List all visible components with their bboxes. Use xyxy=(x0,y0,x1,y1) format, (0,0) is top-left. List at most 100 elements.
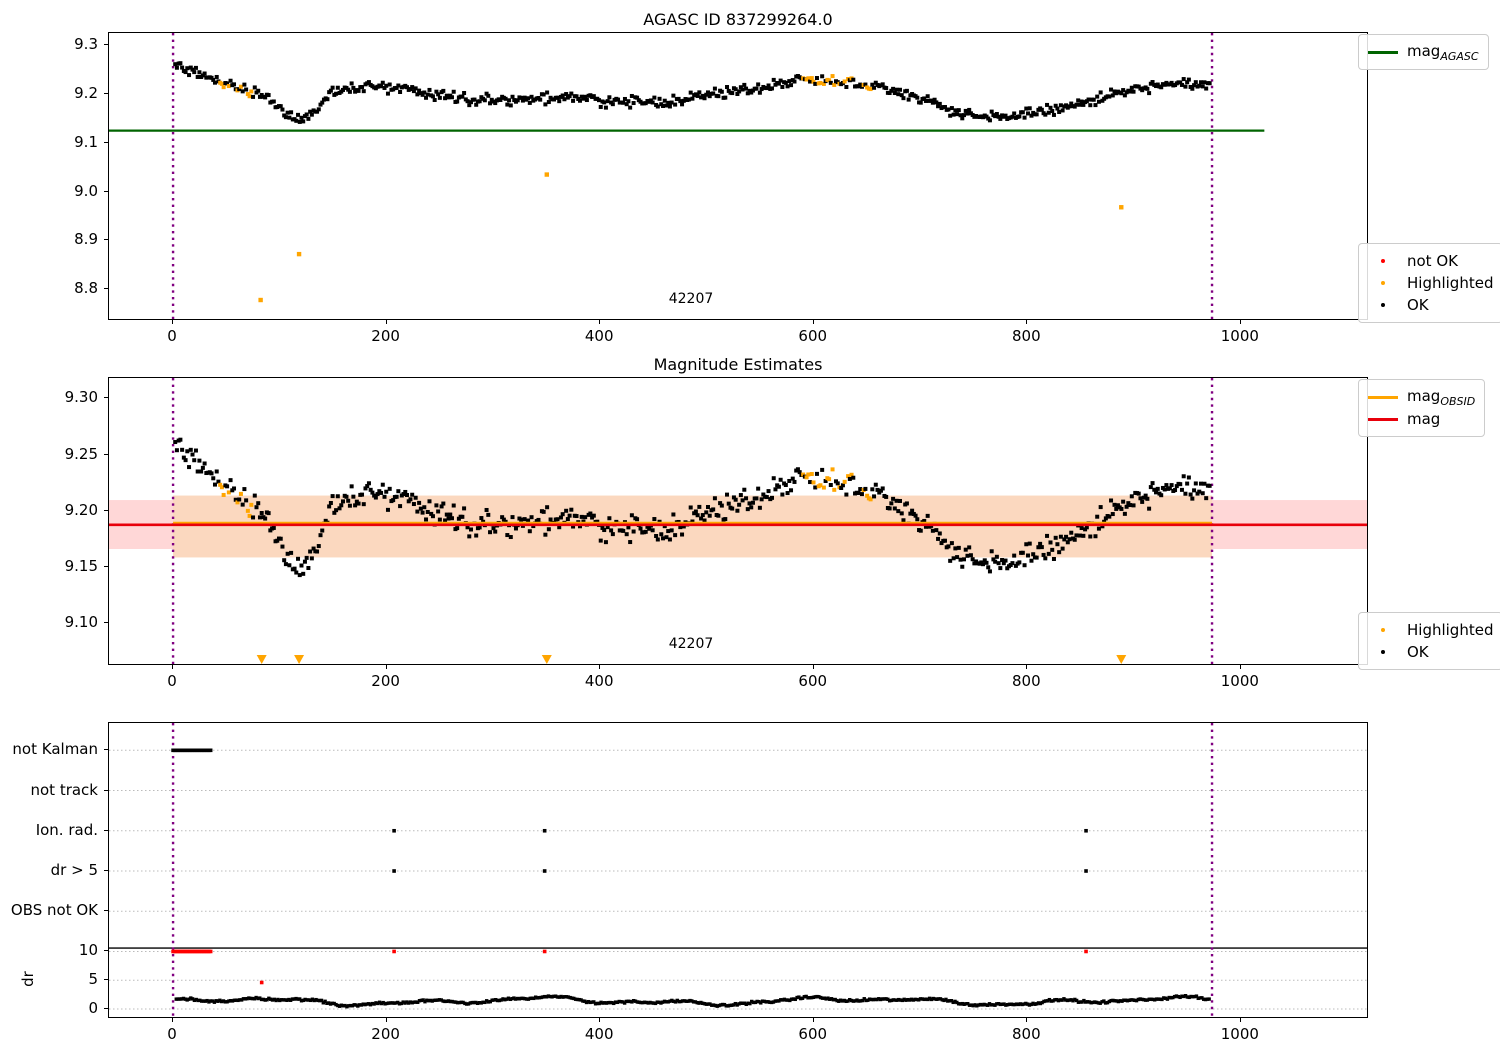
x-tick-mark xyxy=(1026,320,1028,324)
x-tick-label: 400 xyxy=(584,327,614,345)
x-tick-label: 600 xyxy=(798,1025,828,1043)
legend-label: Highlighted xyxy=(1407,274,1494,292)
legend-status-2[interactable]: Highlighted OK xyxy=(1358,612,1500,670)
y-tick-mark xyxy=(104,829,108,831)
legend-label: OK xyxy=(1407,296,1429,314)
y-tick-label: 9.1 xyxy=(74,132,98,151)
panel-mag-estimates xyxy=(108,377,1368,665)
legend-entry[interactable]: OK xyxy=(1368,294,1493,316)
y-tick-mark xyxy=(104,950,108,952)
x-tick-mark xyxy=(1239,665,1241,669)
x-tick-label: 1000 xyxy=(1220,327,1259,345)
x-tick-mark xyxy=(599,320,601,324)
legend-label: OK xyxy=(1407,643,1429,661)
legend-status[interactable]: not OK Highlighted OK xyxy=(1358,243,1500,323)
legend-entry[interactable]: mag xyxy=(1368,408,1475,430)
legend-entry[interactable]: magOBSID xyxy=(1368,386,1475,408)
legend-entry[interactable]: not OK xyxy=(1368,250,1493,272)
y-tick-label: 9.3 xyxy=(74,35,98,54)
x-tick-label: 600 xyxy=(798,327,828,345)
legend-mag-lines[interactable]: magOBSID mag xyxy=(1358,379,1486,437)
legend-entry[interactable]: Highlighted xyxy=(1368,272,1493,294)
legend-mag-agasc[interactable]: magAGASC xyxy=(1358,34,1489,70)
page-title: AGASC ID 837299264.0 xyxy=(643,10,833,29)
y-tick-mark xyxy=(104,93,108,95)
legend-dot xyxy=(1381,303,1385,307)
legend-dot-swatch xyxy=(1368,259,1398,263)
x-tick-label: 0 xyxy=(167,1025,177,1043)
x-tick-mark xyxy=(1026,665,1028,669)
x-tick-mark xyxy=(1239,320,1241,324)
flag-row-label: not track xyxy=(30,780,98,799)
y-tick-mark xyxy=(104,979,108,981)
y-tick-mark xyxy=(104,1007,108,1009)
x-tick-label: 200 xyxy=(371,672,400,690)
panel-agasc-canvas xyxy=(109,33,1265,319)
legend-line-swatch xyxy=(1368,395,1398,399)
flag-row-label: Ion. rad. xyxy=(35,820,98,839)
x-tick-mark xyxy=(172,320,174,324)
legend-entry[interactable]: magAGASC xyxy=(1368,41,1479,63)
x-tick-label: 400 xyxy=(584,672,614,690)
x-tick-mark xyxy=(812,1018,814,1022)
legend-dot-swatch xyxy=(1368,628,1398,632)
y-tick-label: 9.25 xyxy=(64,444,98,463)
y-tick-mark xyxy=(104,870,108,871)
x-tick-mark xyxy=(385,665,387,669)
legend-label: magOBSID xyxy=(1407,386,1476,408)
legend-label-subscript: OBSID xyxy=(1440,394,1476,408)
panel-agasc xyxy=(108,32,1368,320)
legend-label: magAGASC xyxy=(1407,41,1479,63)
obsid-annotation-1: 42207 xyxy=(668,291,714,307)
x-tick-mark xyxy=(1239,1018,1241,1022)
flag-row-label: dr > 5 xyxy=(50,861,98,879)
y-tick-label: 9.0 xyxy=(74,181,98,200)
flag-row-label: 5 xyxy=(88,970,98,989)
panel-title-magnitude-estimates: Magnitude Estimates xyxy=(653,355,823,374)
y-tick-mark xyxy=(104,749,108,751)
x-tick-mark xyxy=(812,320,814,324)
y-tick-mark xyxy=(104,397,108,399)
x-tick-mark xyxy=(812,665,814,669)
x-tick-label: 800 xyxy=(1011,1025,1041,1043)
legend-entry[interactable]: OK xyxy=(1368,641,1493,663)
legend-label: not OK xyxy=(1407,252,1458,270)
x-tick-label: 600 xyxy=(798,672,828,690)
legend-dot xyxy=(1381,628,1385,632)
y-tick-mark xyxy=(104,141,108,143)
y-tick-mark xyxy=(104,622,108,624)
x-tick-mark xyxy=(385,1018,387,1022)
x-tick-label: 200 xyxy=(371,327,400,345)
panel-flags-canvas xyxy=(109,723,1367,1017)
y-tick-label: 9.2 xyxy=(74,84,98,103)
axis-label-dr: dr xyxy=(18,971,37,987)
y-tick-label: 8.8 xyxy=(74,279,98,298)
legend-dot xyxy=(1381,259,1385,263)
y-tick-mark xyxy=(104,288,108,290)
x-tick-mark xyxy=(599,665,601,669)
panel-agasc-frame xyxy=(108,32,1368,320)
legend-dot-swatch xyxy=(1368,281,1398,285)
panel-flags xyxy=(108,722,1368,1018)
x-tick-label: 400 xyxy=(584,1025,614,1043)
legend-line-swatch xyxy=(1368,417,1398,421)
y-tick-mark xyxy=(104,190,108,192)
x-tick-mark xyxy=(1026,1018,1028,1022)
x-tick-label: 0 xyxy=(167,327,177,345)
x-tick-mark xyxy=(385,320,387,324)
y-tick-mark xyxy=(104,239,108,241)
y-tick-label: 9.20 xyxy=(64,500,98,519)
y-tick-mark xyxy=(104,789,108,791)
x-tick-label: 1000 xyxy=(1220,672,1259,690)
legend-dot-swatch xyxy=(1368,303,1398,307)
y-tick-mark xyxy=(104,453,108,455)
legend-label: Highlighted xyxy=(1407,621,1494,639)
legend-entry[interactable]: Highlighted xyxy=(1368,619,1493,641)
y-tick-label: 9.10 xyxy=(64,613,98,632)
legend-label: mag xyxy=(1407,410,1441,428)
x-tick-label: 0 xyxy=(167,672,177,690)
flag-row-label: 0 xyxy=(88,998,98,1017)
flag-row-label: not Kalman xyxy=(12,740,98,759)
x-tick-mark xyxy=(172,1018,174,1022)
